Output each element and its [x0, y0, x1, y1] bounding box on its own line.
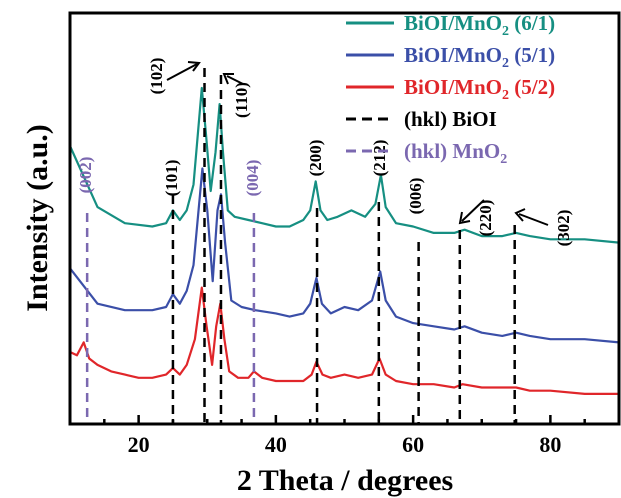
peak-label-212: (212) — [370, 140, 389, 177]
arrow-110 — [226, 75, 244, 85]
arrow-110-head — [222, 73, 234, 85]
legend: BiOI/MnO2 (6/1) BiOI/MnO2 (5/1) BiOI/MnO2 … — [346, 11, 555, 167]
peak-label-110: (110) — [232, 82, 251, 118]
legend-label-3: BiOI/MnO2 (5/2) — [404, 75, 555, 103]
x-ticks: 20 40 60 80 — [68, 415, 621, 457]
peak-label-004: (004) — [243, 160, 262, 197]
peak-label-101: (101) — [162, 160, 181, 197]
series-line-1 — [68, 86, 620, 244]
series-layer — [68, 86, 620, 395]
legend-label-2: BiOI/MnO2 (5/1) — [404, 43, 555, 71]
peak-label-102: (102) — [147, 58, 166, 95]
x-axis-label: 2 Theta / degrees — [237, 464, 453, 497]
arrow-220 — [461, 199, 485, 222]
arrow-102-head — [187, 61, 201, 72]
peak-label-220: (220) — [476, 200, 495, 237]
arrow-302 — [518, 213, 549, 226]
peak-label-302: (302) — [554, 210, 573, 247]
legend-label-5: (hkl) MnO2 — [404, 139, 507, 167]
peak-label-200: (200) — [306, 140, 325, 177]
x-tick-label-80: 80 — [539, 432, 561, 457]
peak-arrows — [166, 61, 549, 226]
arrow-102 — [166, 63, 198, 81]
arrow-220-head — [458, 211, 471, 225]
series-line-2 — [69, 167, 620, 344]
legend-label-4: (hkl) BiOI — [404, 107, 497, 131]
peak-label-006: (006) — [406, 178, 425, 215]
peak-label-002: (002) — [76, 157, 95, 194]
y-axis-label: Intensity (a.u.) — [21, 124, 54, 312]
x-tick-label-40: 40 — [265, 432, 287, 457]
x-tick-label-60: 60 — [402, 432, 424, 457]
peak-labels: (002) (101) (102) (110) (004) (200) (212) (006)… — [76, 58, 573, 247]
reference-lines-layer — [85, 68, 516, 424]
x-tick-label-20: 20 — [128, 432, 150, 457]
series-line-3 — [69, 286, 619, 395]
legend-label-1: BiOI/MnO2 (6/1) — [404, 11, 555, 39]
arrow-302-head — [514, 208, 526, 222]
